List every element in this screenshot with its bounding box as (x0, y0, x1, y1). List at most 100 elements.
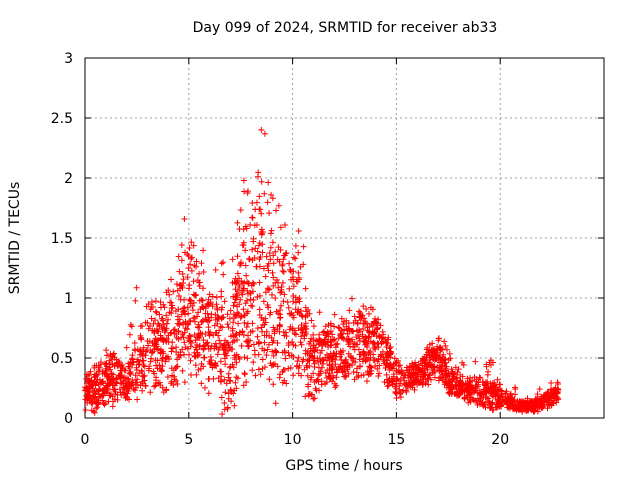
data-point (202, 310, 209, 317)
data-point (431, 369, 438, 376)
data-point (267, 360, 274, 367)
data-point (110, 386, 117, 393)
data-point (442, 373, 449, 380)
data-point (470, 397, 477, 404)
data-point (208, 357, 215, 364)
data-point (442, 367, 449, 374)
data-point (126, 396, 133, 403)
data-point (334, 368, 341, 375)
data-point (490, 406, 497, 413)
data-point (553, 397, 560, 404)
data-point (315, 341, 322, 348)
data-point (159, 326, 166, 333)
data-point (250, 359, 257, 366)
data-point (266, 250, 273, 257)
y-tick-label: 2.5 (51, 111, 73, 127)
data-point (134, 381, 141, 388)
data-point (462, 380, 469, 387)
data-point (369, 322, 376, 329)
data-point (282, 355, 289, 362)
data-point (327, 328, 334, 335)
data-point (371, 343, 378, 350)
data-point (179, 346, 186, 353)
data-point (493, 404, 500, 411)
data-point (411, 359, 418, 366)
data-point (212, 360, 219, 367)
data-point (332, 341, 339, 348)
data-point (110, 351, 117, 358)
data-point (200, 285, 207, 292)
data-point (308, 335, 315, 342)
data-point (186, 296, 193, 303)
data-point (163, 312, 170, 319)
data-point (142, 319, 149, 326)
data-point (329, 331, 336, 338)
data-point (280, 367, 287, 374)
data-point (290, 298, 297, 305)
data-point (303, 331, 310, 338)
data-point (431, 357, 438, 364)
data-point (151, 370, 158, 377)
data-point (332, 384, 339, 391)
data-point (381, 378, 388, 385)
data-point (217, 377, 224, 384)
data-point (92, 382, 99, 389)
data-point (251, 222, 258, 229)
data-point (412, 378, 419, 385)
data-point (187, 343, 194, 350)
data-point (251, 255, 258, 262)
data-point (244, 188, 251, 195)
data-point (322, 323, 329, 330)
data-point (439, 376, 446, 383)
data-point (530, 399, 537, 406)
data-point (157, 304, 164, 311)
data-point (116, 386, 123, 393)
data-point (136, 370, 143, 377)
data-point (310, 336, 317, 343)
data-point (291, 330, 298, 337)
data-point (158, 367, 165, 374)
data-point (152, 308, 159, 315)
data-point (217, 323, 224, 330)
data-point (477, 395, 484, 402)
data-point (172, 308, 179, 315)
data-point (263, 328, 270, 335)
data-point (207, 360, 214, 367)
data-point (129, 377, 136, 384)
data-point (198, 318, 205, 325)
data-point (279, 261, 286, 268)
data-point (216, 337, 223, 344)
data-point (237, 314, 244, 321)
data-point (164, 316, 171, 323)
data-point (515, 406, 522, 413)
data-point (497, 402, 504, 409)
data-point (452, 390, 459, 397)
data-point (134, 376, 141, 383)
data-point (261, 347, 268, 354)
data-point (148, 315, 155, 322)
data-point (222, 337, 229, 344)
data-point (288, 268, 295, 275)
data-point (93, 400, 100, 407)
data-point (222, 361, 229, 368)
data-point (497, 394, 504, 401)
data-point (438, 357, 445, 364)
data-point (99, 378, 106, 385)
data-point (170, 381, 177, 388)
data-point (302, 313, 309, 320)
data-point (267, 309, 274, 316)
data-point (247, 296, 254, 303)
data-point (127, 370, 134, 377)
data-point (376, 362, 383, 369)
data-point (423, 346, 430, 353)
data-point (410, 366, 417, 373)
data-point (442, 363, 449, 370)
data-point (328, 353, 335, 360)
data-point (401, 372, 408, 379)
data-point (340, 360, 347, 367)
data-point (483, 389, 490, 396)
data-point (484, 371, 491, 378)
data-point (353, 341, 360, 348)
data-point (214, 320, 221, 327)
data-point (108, 370, 115, 377)
